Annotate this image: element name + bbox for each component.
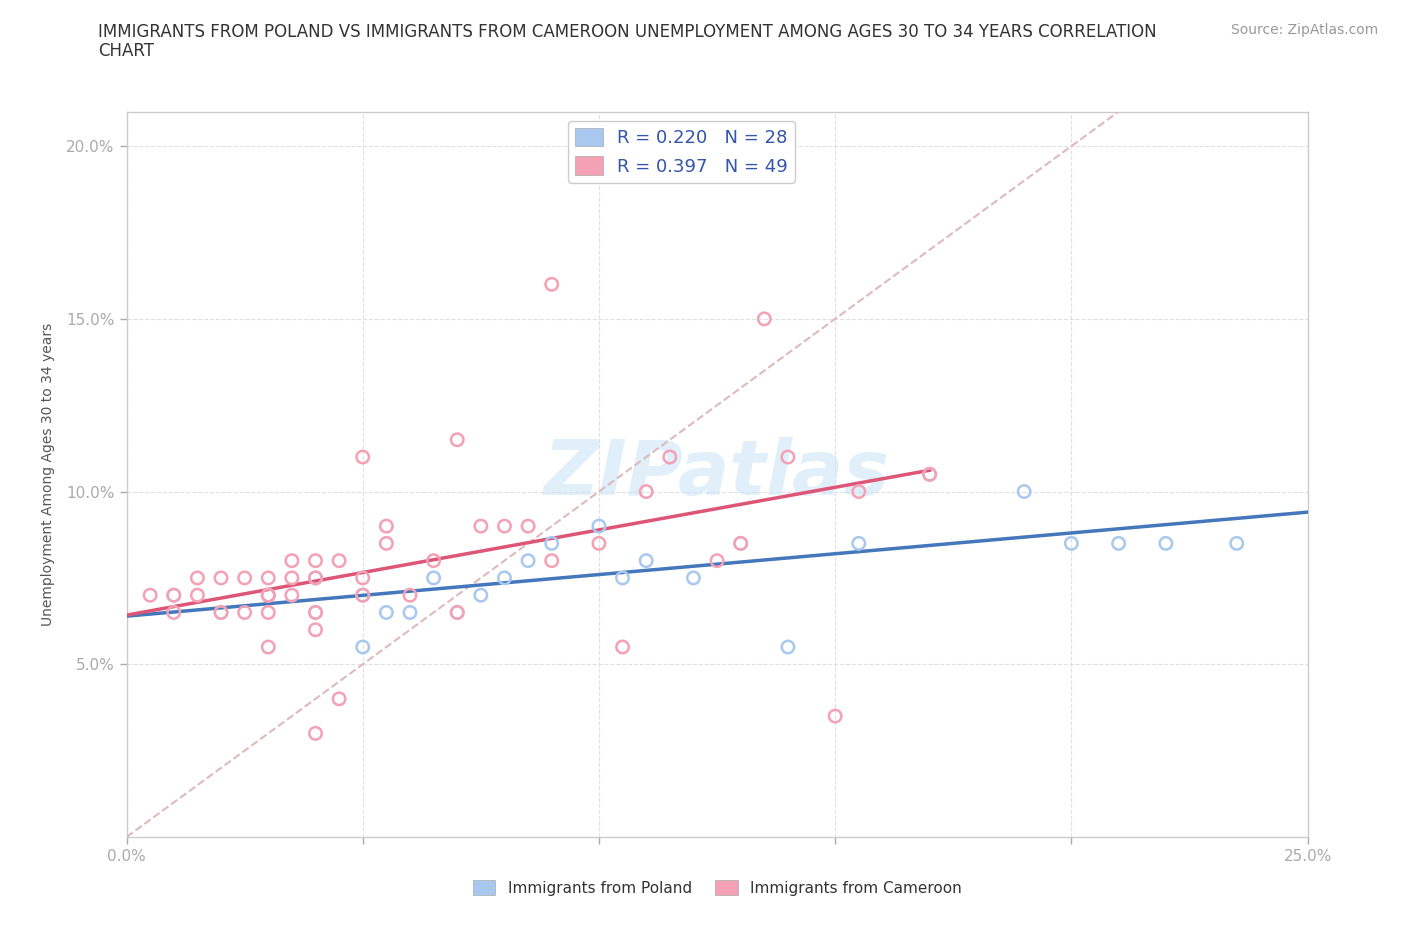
Point — [540, 536, 562, 551]
Point — [139, 588, 162, 603]
Point — [540, 277, 562, 292]
Point — [636, 553, 658, 568]
Point — [375, 605, 398, 620]
Point — [730, 536, 752, 551]
Point — [588, 536, 610, 551]
Point — [776, 449, 799, 464]
Point — [517, 519, 540, 534]
Point — [706, 553, 728, 568]
Legend: Immigrants from Poland, Immigrants from Cameroon: Immigrants from Poland, Immigrants from … — [467, 873, 967, 902]
Point — [446, 432, 468, 447]
Point — [446, 605, 468, 620]
Point — [422, 570, 444, 585]
Point — [257, 588, 280, 603]
Point — [304, 553, 326, 568]
Point — [209, 605, 232, 620]
Point — [375, 536, 398, 551]
Text: CHART: CHART — [98, 42, 155, 60]
Point — [848, 485, 870, 499]
Y-axis label: Unemployment Among Ages 30 to 34 years: Unemployment Among Ages 30 to 34 years — [41, 323, 55, 626]
Point — [352, 570, 374, 585]
Point — [257, 640, 280, 655]
Point — [304, 726, 326, 741]
Point — [352, 640, 374, 655]
Point — [422, 553, 444, 568]
Point — [209, 605, 232, 620]
Point — [730, 536, 752, 551]
Point — [470, 519, 492, 534]
Point — [540, 553, 562, 568]
Point — [186, 570, 208, 585]
Point — [257, 570, 280, 585]
Point — [399, 588, 422, 603]
Point — [1060, 536, 1083, 551]
Point — [612, 640, 634, 655]
Point — [304, 605, 326, 620]
Point — [304, 570, 326, 585]
Point — [163, 588, 186, 603]
Point — [399, 605, 422, 620]
Point — [304, 605, 326, 620]
Point — [257, 588, 280, 603]
Point — [375, 519, 398, 534]
Point — [163, 605, 186, 620]
Point — [186, 588, 208, 603]
Point — [352, 588, 374, 603]
Point — [918, 467, 941, 482]
Point — [1154, 536, 1177, 551]
Text: ZIPatlas: ZIPatlas — [544, 437, 890, 512]
Point — [304, 622, 326, 637]
Point — [209, 570, 232, 585]
Point — [281, 553, 304, 568]
Point — [257, 605, 280, 620]
Point — [682, 570, 704, 585]
Point — [233, 570, 256, 585]
Point — [281, 588, 304, 603]
Point — [352, 449, 374, 464]
Text: IMMIGRANTS FROM POLAND VS IMMIGRANTS FROM CAMEROON UNEMPLOYMENT AMONG AGES 30 TO: IMMIGRANTS FROM POLAND VS IMMIGRANTS FRO… — [98, 23, 1157, 41]
Point — [776, 640, 799, 655]
Point — [1108, 536, 1130, 551]
Point — [281, 570, 304, 585]
Point — [1226, 536, 1249, 551]
Point — [257, 588, 280, 603]
Point — [588, 519, 610, 534]
Point — [658, 449, 681, 464]
Point — [352, 588, 374, 603]
Point — [446, 605, 468, 620]
Point — [328, 553, 350, 568]
Point — [612, 570, 634, 585]
Point — [517, 553, 540, 568]
Point — [1012, 485, 1035, 499]
Text: Source: ZipAtlas.com: Source: ZipAtlas.com — [1230, 23, 1378, 37]
Point — [233, 605, 256, 620]
Point — [848, 536, 870, 551]
Point — [470, 588, 492, 603]
Point — [494, 570, 516, 585]
Point — [328, 691, 350, 706]
Point — [163, 588, 186, 603]
Point — [918, 467, 941, 482]
Point — [636, 485, 658, 499]
Point — [304, 570, 326, 585]
Point — [494, 519, 516, 534]
Point — [754, 312, 776, 326]
Point — [824, 709, 846, 724]
